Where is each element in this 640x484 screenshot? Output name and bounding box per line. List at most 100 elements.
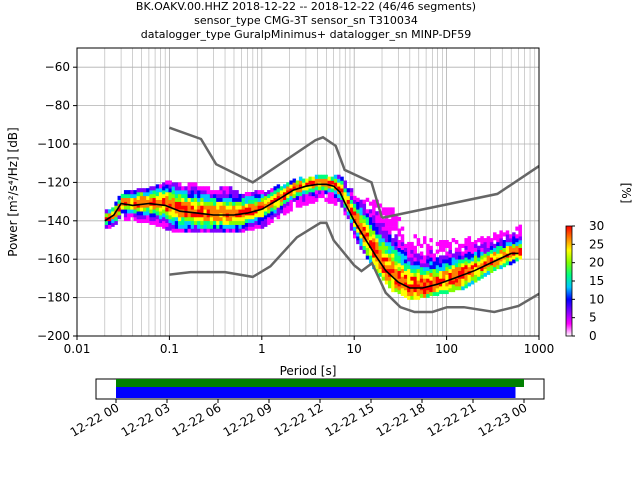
density-cell xyxy=(483,261,487,266)
density-cell xyxy=(429,272,433,277)
density-cell xyxy=(403,293,408,298)
density-cell xyxy=(225,216,230,222)
density-cell xyxy=(168,203,172,208)
density-cell xyxy=(200,220,204,225)
density-cell xyxy=(486,236,491,241)
density-cell xyxy=(311,176,316,181)
density-cell xyxy=(470,261,475,266)
density-cell xyxy=(292,182,297,187)
density-cell xyxy=(432,257,437,262)
density-cell xyxy=(197,216,201,222)
density-cell xyxy=(206,228,211,233)
density-cell xyxy=(381,276,386,281)
density-cell xyxy=(473,274,478,279)
density-cell xyxy=(273,186,277,191)
density-cell xyxy=(451,284,456,289)
density-cell xyxy=(410,253,414,258)
density-cell xyxy=(302,186,306,191)
density-cell xyxy=(423,236,427,241)
density-cell xyxy=(397,278,402,283)
density-cell xyxy=(435,241,440,247)
density-cell xyxy=(372,261,376,266)
mode-curve-line xyxy=(104,183,519,289)
density-cell xyxy=(219,197,223,202)
density-cell xyxy=(518,240,522,245)
density-cell xyxy=(413,245,417,250)
density-cell xyxy=(213,216,217,222)
density-cell xyxy=(391,218,395,224)
density-cell xyxy=(273,201,277,206)
density-cell xyxy=(111,222,115,227)
density-cell xyxy=(213,220,217,225)
density-cell xyxy=(155,222,160,227)
density-cell xyxy=(483,249,487,254)
density-cell xyxy=(448,288,452,293)
density-cell xyxy=(298,203,303,208)
density-cell xyxy=(302,193,306,199)
density-cell xyxy=(349,211,354,216)
density-cell xyxy=(343,195,347,200)
colorbar-tick-label: 10 xyxy=(589,292,604,306)
density-cell xyxy=(375,218,379,224)
density-cell xyxy=(213,193,217,199)
density-cell xyxy=(394,241,398,247)
density-cell xyxy=(426,286,430,291)
density-cell xyxy=(368,209,373,214)
density-cell xyxy=(143,211,147,216)
density-cell xyxy=(486,251,491,256)
density-cell xyxy=(432,291,437,296)
density-cell xyxy=(146,195,150,200)
density-cell xyxy=(368,232,373,237)
density-cell xyxy=(270,215,274,220)
density-cell xyxy=(391,222,395,227)
density-cell xyxy=(356,232,360,237)
density-cell xyxy=(123,190,128,195)
density-cell xyxy=(505,249,510,254)
density-cell xyxy=(400,234,405,239)
density-cell xyxy=(505,261,510,266)
density-cell xyxy=(260,216,265,222)
density-cell xyxy=(407,253,411,258)
density-cell xyxy=(410,280,414,285)
density-cell xyxy=(228,216,233,222)
coverage-tick-label: 12-22 00 xyxy=(68,400,122,439)
density-cell xyxy=(248,218,252,224)
density-cell xyxy=(435,291,440,296)
density-cell xyxy=(162,186,166,191)
density-cell xyxy=(375,253,379,258)
density-cell xyxy=(483,241,487,247)
density-cell xyxy=(477,249,481,254)
density-cell xyxy=(152,205,157,210)
density-cell xyxy=(397,240,402,245)
density-cell xyxy=(349,195,354,200)
density-cell xyxy=(213,209,217,214)
density-cell xyxy=(467,259,472,264)
density-cell xyxy=(133,197,137,202)
density-cell xyxy=(381,222,386,227)
density-cell xyxy=(238,201,242,206)
density-cell xyxy=(139,207,144,212)
density-cell xyxy=(111,215,115,220)
density-cell xyxy=(133,213,137,218)
density-cell xyxy=(403,243,408,248)
density-cell xyxy=(270,207,274,212)
density-cell xyxy=(403,255,408,260)
density-cell xyxy=(445,263,449,268)
density-cell xyxy=(155,195,160,200)
density-cell xyxy=(378,264,382,270)
density-cell xyxy=(423,259,427,264)
density-cell xyxy=(518,255,522,260)
density-cell xyxy=(410,249,414,254)
density-cell xyxy=(372,257,376,262)
density-cell xyxy=(171,228,176,233)
density-cell xyxy=(512,243,516,248)
density-cell xyxy=(397,270,402,275)
density-cell xyxy=(410,272,414,277)
density-cell xyxy=(174,201,179,206)
density-cell xyxy=(423,263,427,268)
density-cell xyxy=(174,186,179,191)
density-cell xyxy=(228,193,233,199)
density-cell xyxy=(270,188,274,193)
density-cell xyxy=(187,190,192,195)
density-cell xyxy=(359,234,363,239)
